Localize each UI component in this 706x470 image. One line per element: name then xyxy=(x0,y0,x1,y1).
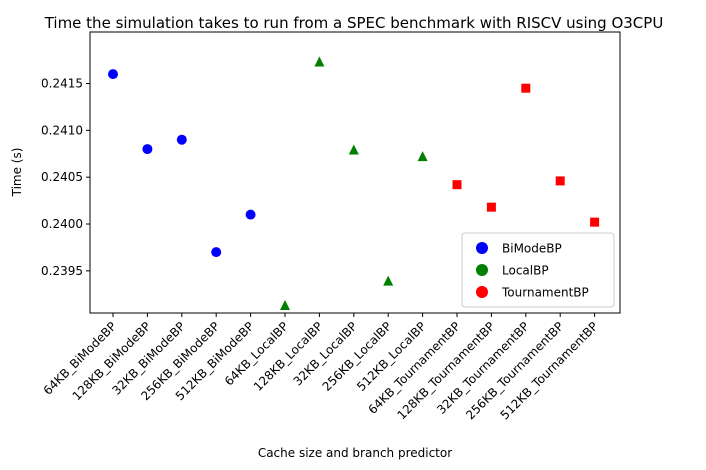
legend-label-localbp: LocalBP xyxy=(502,264,549,278)
legend-marker-tournamentbp xyxy=(476,286,488,298)
data-point-tournamentbp xyxy=(590,217,600,227)
legend-box xyxy=(461,232,615,308)
legend-label-tournamentbp: TournamentBP xyxy=(501,286,589,300)
y-tick-label: 0.2415 xyxy=(41,77,83,91)
legend: BiModeBP LocalBP TournamentBP xyxy=(461,232,615,308)
plot-area-frame xyxy=(89,31,621,314)
data-point-bimodebp xyxy=(108,69,118,80)
legend-label-bimodebp: BiModeBP xyxy=(502,242,562,256)
legend-marker-bimodebp xyxy=(476,242,488,254)
chart-title: Time the simulation takes to run from a … xyxy=(44,14,664,32)
x-axis-label: Cache size and branch predictor xyxy=(258,446,452,460)
data-point-bimodebp xyxy=(245,209,256,220)
y-tick-label: 0.2400 xyxy=(41,217,83,231)
data-point-tournamentbp xyxy=(486,202,496,212)
x-axis: 64KB_BiModeBP128KB_BiModeBP32KB_BiModeBP… xyxy=(41,313,601,422)
data-point-tournamentbp xyxy=(452,180,462,190)
data-point-localbp xyxy=(280,300,290,311)
data-point-localbp xyxy=(314,56,325,67)
data-point-localbp xyxy=(417,151,428,162)
y-axis: 0.2395 0.2400 0.2405 0.2410 0.2415 xyxy=(41,77,90,278)
y-tick-label: 0.2410 xyxy=(41,123,83,137)
data-point-bimodebp xyxy=(176,134,187,145)
y-tick-label: 0.2395 xyxy=(41,264,83,278)
data-points xyxy=(108,56,600,311)
legend-marker-localbp xyxy=(476,264,488,276)
y-tick-label: 0.2405 xyxy=(41,170,83,184)
data-point-localbp xyxy=(383,275,394,286)
data-point-tournamentbp xyxy=(521,83,531,93)
y-axis-label: Time (s) xyxy=(10,148,24,198)
data-point-bimodebp xyxy=(211,247,222,258)
data-point-tournamentbp xyxy=(555,176,565,186)
data-point-localbp xyxy=(348,144,359,155)
data-point-bimodebp xyxy=(142,144,153,155)
